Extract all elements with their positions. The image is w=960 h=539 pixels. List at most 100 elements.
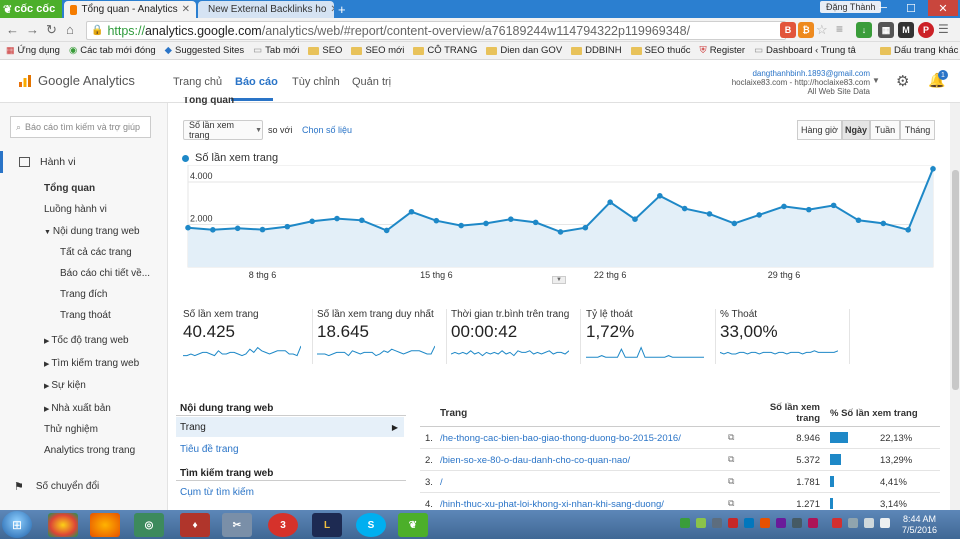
table-row[interactable]: 1. /he-thong-cac-bien-bao-giao-thong-duon… [420, 427, 940, 449]
table-row[interactable]: 2. /bien-so-xe-80-o-dau-danh-cho-co-quan-… [420, 449, 940, 471]
browser-user-badge[interactable]: Đặng Thành [820, 1, 882, 13]
search-term-link[interactable]: Cụm từ tìm kiếm [180, 487, 254, 498]
sidebar-item-content-drilldown[interactable]: Báo cáo chi tiết về... [60, 268, 151, 279]
home-icon[interactable]: ⌂ [66, 22, 74, 37]
open-link-icon[interactable]: ⧉ [728, 476, 735, 486]
chart-point[interactable] [781, 203, 787, 210]
scorecard[interactable]: Số lần xem trang 40.425 [183, 309, 313, 364]
chart-point[interactable] [880, 220, 887, 227]
chart-point[interactable] [408, 208, 415, 215]
tab-analytics[interactable]: Tổng quan - Analytics ✕ [64, 1, 196, 18]
gear-icon[interactable]: ⚙ [896, 73, 910, 90]
bookmark-folder[interactable]: SEO thuốc [630, 45, 691, 56]
maximize-icon[interactable]: ☐ [906, 2, 916, 15]
tray-icon[interactable] [832, 518, 842, 528]
pageviews-line-chart[interactable]: 4.000 2.000 8 thg 6 15 thg 6 22 thg 6 29 thg … [168, 165, 944, 285]
bookmark-item[interactable]: ◆ Suggested Sites [165, 45, 245, 56]
chart-point[interactable] [359, 217, 365, 224]
download-icon[interactable]: ↓ [856, 22, 872, 38]
firefox-taskbar-icon[interactable] [90, 513, 120, 537]
volume-icon[interactable] [880, 518, 890, 528]
table-row[interactable]: 3. / ⧉ 1.781 4,41% [420, 471, 940, 493]
sidebar-item-overview[interactable]: Tổng quan [44, 183, 96, 194]
sidebar-item-landing-pages[interactable]: Trang đích [60, 289, 108, 300]
page-path-link[interactable]: /hinh-thuc-xu-phat-loi-khong-xi-nhan-khi… [440, 499, 664, 510]
page-path-link[interactable]: /bien-so-xe-80-o-dau-danh-cho-co-quan-na… [440, 455, 631, 466]
bookmark-item[interactable]: ◉ Các tab mới đóng [69, 45, 156, 56]
chart-point[interactable] [284, 223, 291, 230]
chart-point[interactable] [383, 227, 390, 234]
sidebar-item-publisher[interactable]: ▶ Nhà xuất bản [44, 403, 111, 414]
column-views-header[interactable]: Số lần xem trang [769, 402, 820, 424]
tray-icon[interactable] [808, 518, 818, 528]
chart-point[interactable] [483, 220, 489, 227]
close-tab-icon[interactable]: ✕ [181, 4, 190, 15]
nav-customize[interactable]: Tùy chỉnh [292, 76, 340, 88]
minimize-icon[interactable]: ─ [879, 2, 887, 14]
tray-icon[interactable] [760, 518, 770, 528]
coccoc-taskbar-icon[interactable]: ❦ [398, 513, 428, 537]
pinterest-icon[interactable]: P [918, 22, 934, 38]
bookmark-item[interactable]: ▭ Tab mới [253, 45, 299, 56]
extension-icon[interactable]: ₿ [798, 22, 814, 38]
sidebar-item-exit-pages[interactable]: Trang thoát [60, 310, 111, 321]
back-icon[interactable]: ← [6, 22, 19, 37]
chart-point[interactable] [756, 212, 762, 218]
forward-icon[interactable]: → [26, 22, 39, 37]
chart-collapse-handle-icon[interactable]: ▼ [552, 276, 566, 284]
tray-icon[interactable] [792, 518, 802, 528]
tab-backlinks[interactable]: New External Backlinks ho ✕ [198, 1, 334, 18]
account-selector[interactable]: dangthanhbinh.1893@gmail.com hoclaixe83.… [700, 69, 870, 96]
scorecard[interactable]: Thời gian tr.bình trên trang 00:00:42 [450, 309, 581, 364]
tray-icon[interactable] [696, 518, 706, 528]
bookmark-other-folder[interactable]: Dấu trang khác [880, 45, 958, 56]
browser-brand-logo[interactable]: ❦ cốc cốc [0, 0, 62, 18]
choose-metric-link[interactable]: Chọn số liệu [302, 125, 353, 135]
account-dropdown-icon[interactable]: ▼ [872, 76, 880, 85]
sidebar-item-site-speed[interactable]: ▶ Tốc độ trang web [44, 335, 129, 346]
new-tab-button[interactable]: + [338, 2, 346, 17]
chart-point[interactable] [532, 219, 539, 226]
sidebar-item-all-pages[interactable]: Tất cả các trang [60, 247, 132, 258]
chart-point[interactable] [632, 216, 638, 222]
sidebar-section-conversions[interactable]: ⚑ Số chuyển đổi [14, 480, 99, 493]
bookmark-item[interactable]: ▭ Dashboard ‹ Trung tâ [754, 45, 856, 56]
chart-point[interactable] [706, 211, 713, 217]
app-taskbar-icon[interactable]: ♦ [180, 513, 210, 537]
granularity-week-button[interactable]: Tuần [870, 120, 900, 140]
chart-point[interactable] [309, 218, 315, 225]
chart-point[interactable] [210, 227, 216, 233]
menu-icon[interactable]: ≡ [836, 22, 844, 36]
bookmark-folder[interactable]: CÔ TRANG [413, 45, 477, 56]
ga-logo[interactable]: Google Analytics [18, 73, 135, 88]
chart-point[interactable] [855, 217, 862, 224]
network-icon[interactable] [848, 518, 858, 528]
scorecard[interactable]: Tỷ lệ thoát 1,72% [586, 309, 716, 364]
chart-point[interactable] [458, 222, 464, 229]
chart-point[interactable] [508, 216, 514, 222]
open-link-icon[interactable]: ⧉ [728, 454, 735, 464]
chart-point[interactable] [731, 220, 738, 227]
granularity-month-button[interactable]: Tháng [900, 120, 935, 140]
app-taskbar-icon[interactable]: ✂ [222, 513, 252, 537]
gmail-icon[interactable]: M [898, 22, 914, 38]
system-clock[interactable]: 8:44 AM 7/5/2016 [902, 514, 937, 536]
extension-icon[interactable]: ▦ [878, 22, 894, 38]
sidebar-item-events[interactable]: ▶ Sự kiện [44, 380, 86, 391]
bookmark-item[interactable]: ⛨ Register [700, 45, 746, 56]
bookmark-apps[interactable]: ▦ Ứng dụng [6, 45, 60, 56]
page-title-link[interactable]: Tiêu đề trang [180, 444, 239, 455]
report-search-input[interactable]: ⌕ Báo cáo tìm kiếm và trợ giúp [10, 116, 151, 138]
chrome-taskbar-icon[interactable] [48, 513, 78, 537]
chart-point[interactable] [930, 166, 936, 172]
tray-icon[interactable] [680, 518, 690, 528]
open-link-icon[interactable]: ⧉ [728, 432, 735, 442]
column-page-header[interactable]: Trang [440, 408, 468, 419]
star-icon[interactable]: ☆ [816, 22, 828, 37]
chart-point[interactable] [607, 199, 613, 205]
scrollbar-thumb[interactable] [952, 170, 959, 390]
bookmark-folder[interactable]: DDBINH [571, 45, 622, 56]
app-taskbar-icon[interactable]: L [312, 513, 342, 537]
sidebar-item-experiments[interactable]: Thử nghiệm [44, 424, 98, 435]
chart-point[interactable] [681, 205, 688, 212]
